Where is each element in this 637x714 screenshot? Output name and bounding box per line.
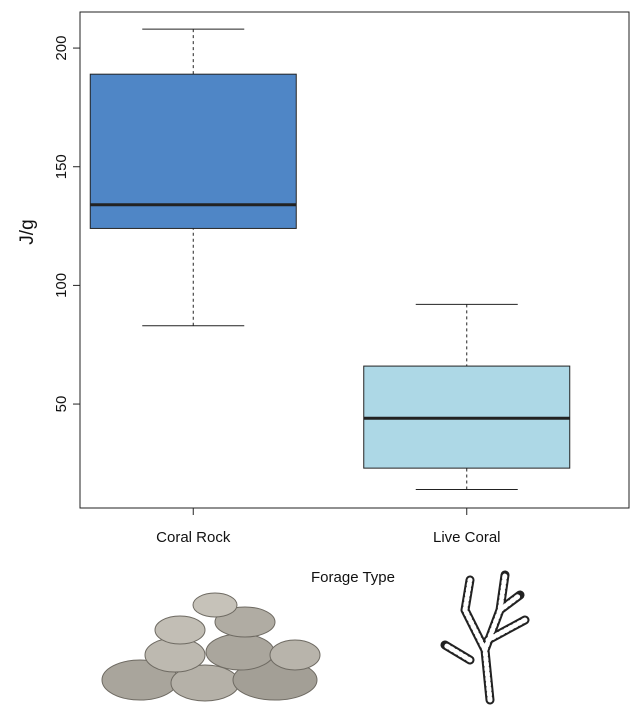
y-tick-label: 150 bbox=[53, 154, 70, 179]
y-axis-label: J/g bbox=[17, 219, 38, 244]
x-axis-label: Forage Type bbox=[311, 569, 395, 586]
chart: J/g Forage Type 50 100 150 200 Coral Rock Liv… bbox=[0, 0, 637, 709]
y-tick-label: 200 bbox=[53, 36, 70, 61]
rock-illustration bbox=[102, 593, 320, 701]
y-tick-label: 100 bbox=[53, 273, 70, 298]
coral-illustration bbox=[445, 575, 525, 700]
y-tick-label: 50 bbox=[53, 396, 70, 413]
x-tick-label: Coral Rock bbox=[156, 529, 231, 546]
x-tick-label: Live Coral bbox=[433, 529, 501, 546]
